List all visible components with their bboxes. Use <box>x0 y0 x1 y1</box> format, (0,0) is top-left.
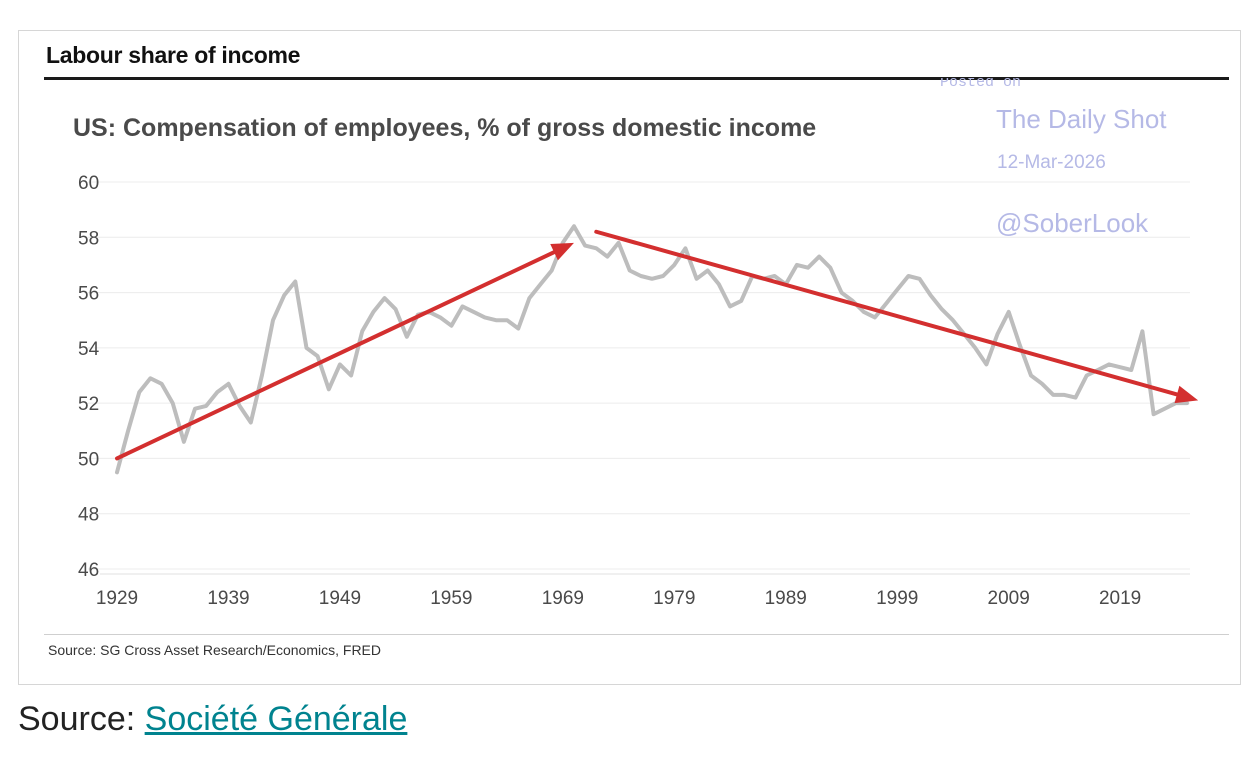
trend-arrow-line-1 <box>594 229 1179 397</box>
y-tick-label: 48 <box>78 505 99 526</box>
x-tick-label: 1979 <box>653 588 695 609</box>
x-tick-label: 1999 <box>876 588 918 609</box>
watermark-date: 12-Mar-2026 <box>997 152 1106 173</box>
y-tick-label: 58 <box>78 228 99 249</box>
y-tick-label: 46 <box>78 560 99 581</box>
x-tick-label: 1949 <box>319 588 361 609</box>
y-tick-label: 60 <box>78 173 99 194</box>
watermark-site: The Daily Shot <box>996 104 1167 134</box>
trend-arrow-head-0 <box>550 242 574 261</box>
x-tick-label: 1989 <box>765 588 807 609</box>
x-tick-label: 1969 <box>542 588 584 609</box>
x-tick-label: 2009 <box>988 588 1030 609</box>
chart-title: US: Compensation of employees, % of gros… <box>73 114 816 142</box>
y-tick-label: 52 <box>78 394 99 415</box>
y-tick-label: 54 <box>78 339 100 360</box>
footer-rule <box>44 634 1229 635</box>
y-tick-label: 56 <box>78 284 99 305</box>
x-tick-label: 1929 <box>96 588 138 609</box>
page-source-label: Source: <box>18 700 136 738</box>
watermark-posted: Posted on <box>940 78 1022 91</box>
x-tick-label: 2019 <box>1099 588 1141 609</box>
x-tick-label: 1959 <box>430 588 472 609</box>
page-source: Source: Société Générale <box>18 700 407 739</box>
chart-header-title: Labour share of income <box>46 42 301 68</box>
chart-frame <box>18 30 1241 685</box>
trend-arrow-line-0 <box>115 250 557 461</box>
y-tick-label: 50 <box>78 449 99 470</box>
series-line-0 <box>115 224 1189 475</box>
watermark-handle: @SoberLook <box>996 208 1149 238</box>
x-tick-label: 1939 <box>207 588 249 609</box>
source-link[interactable]: Société Générale <box>144 700 408 738</box>
trend-arrow-head-1 <box>1174 385 1199 404</box>
header-rule <box>44 77 1229 80</box>
chart-source-note: Source: SG Cross Asset Research/Economic… <box>48 642 381 658</box>
